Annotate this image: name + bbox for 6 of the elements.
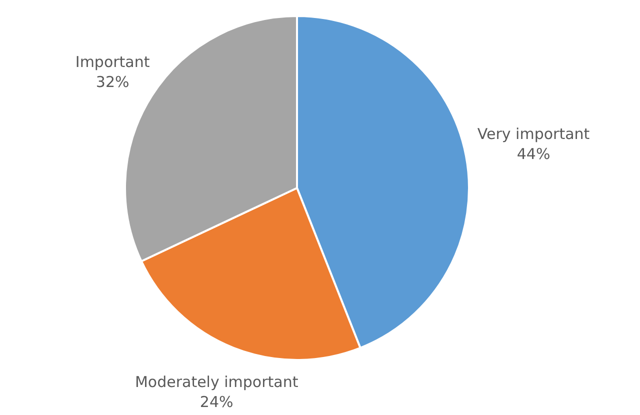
- data-label: 44%: [516, 144, 550, 163]
- slice-label: Moderately important: [134, 373, 298, 392]
- slice-label: Important: [75, 52, 150, 71]
- data-label: 32%: [96, 72, 130, 91]
- slice-label: Very important: [477, 124, 590, 143]
- data-label: 24%: [200, 393, 234, 412]
